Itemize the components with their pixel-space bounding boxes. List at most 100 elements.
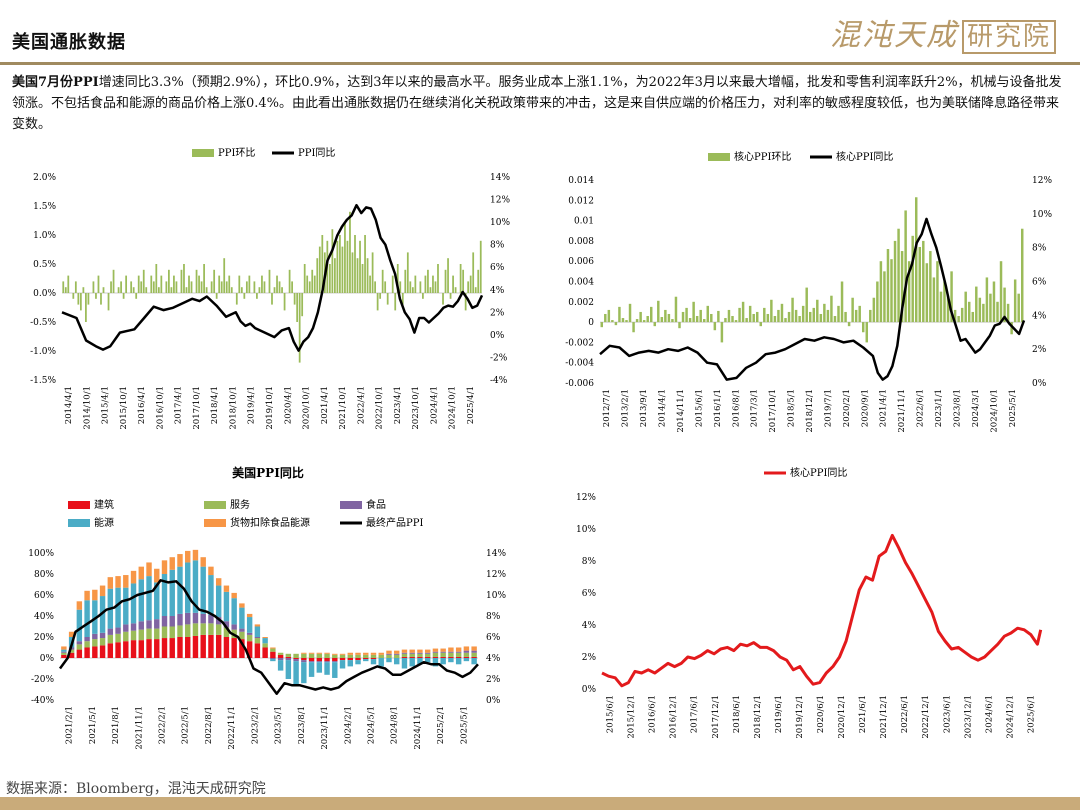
bar-construction: [107, 643, 114, 658]
bar-goods_ex: [332, 653, 338, 655]
bar-energy: [262, 638, 268, 644]
line-core-ppi-yoy: [601, 533, 1043, 688]
bar-ppi-mom: [188, 275, 190, 293]
bar-ppi-mom: [210, 281, 213, 293]
bar-core-mom: [946, 295, 950, 323]
x-tick-label: 2024/4/1: [429, 386, 439, 424]
bar-food: [254, 637, 261, 639]
x-tick-label: 2018/6/1: [732, 695, 742, 733]
x-tick-label: 2025/5/1: [1008, 389, 1018, 427]
bar-core-mom: [844, 311, 847, 323]
x-tick-label: 2024/8/1: [390, 706, 400, 744]
bar-services: [215, 624, 222, 635]
x-tick-label: 2020/12/1: [837, 695, 847, 739]
x-tick-label: 2024/2/1: [343, 706, 353, 744]
brand-logo: 混沌天成 研究院: [830, 10, 1056, 54]
bar-ppi-mom: [117, 287, 120, 293]
legend-final-ppi-label: 最终产品PPI: [366, 516, 423, 529]
bar-services: [138, 629, 144, 641]
x-tick-label: 2022/12/1: [921, 695, 931, 739]
bar-core-mom: [950, 271, 953, 323]
x-tick-label: 2025/2/1: [436, 706, 446, 744]
bar-ppi-mom: [442, 293, 444, 305]
left-tick-label: -0.004: [565, 359, 594, 369]
bar-services: [61, 652, 67, 655]
bar-food: [130, 623, 137, 631]
bar-ppi-mom: [454, 287, 457, 293]
bar-services: [339, 654, 346, 658]
bar-ppi-mom: [122, 293, 125, 299]
bar-ppi-mom: [245, 281, 248, 293]
bar-energy: [84, 600, 90, 637]
x-tick-label: 2020/9/1: [860, 389, 870, 427]
bar-core-mom: [635, 319, 639, 323]
bar-construction: [123, 641, 129, 658]
bar-services: [68, 649, 75, 653]
bar-core-mom: [611, 320, 614, 323]
bar-core-mom: [632, 322, 635, 333]
x-tick-label: 2024/12/1: [1005, 695, 1015, 739]
bar-goods_ex: [107, 577, 114, 589]
right-tick-label: 8%: [490, 241, 505, 251]
x-tick-label: 2018/12/1: [805, 389, 815, 433]
bar-ppi-mom: [185, 287, 188, 293]
bar-ppi-mom: [165, 281, 168, 293]
bar-energy: [463, 658, 470, 662]
bar-core-mom: [600, 322, 604, 328]
left-tick-label: -1.5%: [30, 376, 56, 386]
bar-goods_ex: [115, 576, 121, 588]
x-tick-label: 2024/3/1: [971, 389, 981, 427]
bar-core-mom: [770, 299, 773, 323]
bar-construction: [409, 656, 415, 658]
bar-food: [239, 628, 245, 632]
bar-food: [185, 612, 191, 625]
bar-ppi-mom: [406, 252, 409, 293]
left-tick-label: 0%: [582, 685, 597, 695]
bar-energy: [92, 600, 98, 634]
x-tick-label: 2015/6/1: [694, 389, 704, 427]
legend-ppi-mom-label: PPI环比: [218, 147, 255, 159]
bar-services: [270, 648, 276, 652]
bar-ppi-mom: [110, 281, 112, 293]
bar-core-mom: [883, 271, 886, 323]
bar-ppi-mom: [371, 252, 374, 293]
legend-core-ppi-yoy-label: 核心PPI同比: [790, 466, 847, 479]
bar-ppi-mom: [258, 287, 261, 293]
bar-goods_ex: [76, 601, 83, 610]
bar-core-mom: [879, 261, 883, 323]
bar-food: [208, 614, 214, 624]
bar-food: [99, 632, 106, 639]
bar-services: [84, 641, 90, 648]
bar-ppi-mom: [477, 269, 480, 293]
bar-food: [308, 661, 315, 663]
bar-core-mom: [939, 291, 943, 323]
bar-food: [401, 652, 408, 654]
bar-ppi-mom: [351, 252, 354, 293]
bar-services: [277, 652, 284, 655]
bar-ppi-mom: [240, 287, 243, 293]
left-tick-label: 8%: [582, 557, 597, 567]
bar-construction: [417, 656, 423, 658]
bar-goods_ex: [355, 652, 361, 655]
bar-core-mom: [826, 309, 830, 323]
bar-ppi-mom: [87, 293, 90, 305]
left-tick-label: 80%: [34, 570, 54, 580]
bar-food: [154, 619, 160, 629]
bar-ppi-mom: [150, 275, 153, 293]
bar-ppi-mom: [321, 235, 324, 293]
bar-goods_ex: [339, 653, 346, 655]
right-tick-label: 10%: [486, 591, 506, 601]
x-tick-label: 2023/2/1: [250, 706, 260, 744]
bar-ppi-mom: [278, 281, 281, 293]
bar-construction: [169, 638, 175, 658]
bar-food: [277, 658, 284, 661]
bar-construction: [61, 654, 67, 658]
bar-ppi-mom: [401, 293, 404, 305]
bar-ppi-mom: [283, 293, 286, 311]
bar-energy: [324, 662, 330, 675]
bar-construction: [84, 647, 90, 658]
bar-ppi-mom: [361, 264, 364, 293]
x-tick-label: 2025/6/1: [1026, 695, 1036, 733]
x-tick-label: 2018/10/1: [228, 386, 238, 430]
bar-ppi-mom: [422, 293, 424, 299]
